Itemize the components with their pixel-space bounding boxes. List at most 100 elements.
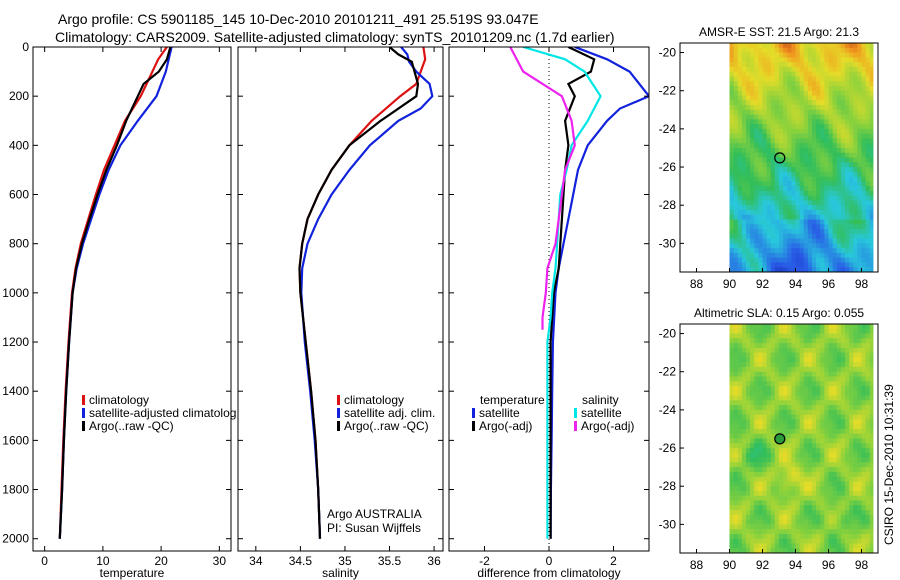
heatmap-cell (869, 128, 874, 135)
heatmap-cell (849, 100, 854, 106)
heatmap-cell (857, 505, 862, 511)
heatmap-cell (762, 57, 768, 63)
heatmap-cell (807, 486, 813, 492)
heatmap-cell (807, 371, 813, 377)
heatmap-cell (758, 452, 763, 458)
heatmap-cell (869, 328, 874, 334)
heatmap-cell (770, 467, 776, 473)
heatmap-cell (853, 190, 858, 197)
heatmap-cell (750, 333, 755, 339)
heatmap-cell (754, 428, 759, 435)
heatmap-cell (791, 529, 796, 535)
heatmap-cell (861, 505, 867, 511)
heatmap-cell (787, 205, 792, 211)
heatmap-cell (741, 538, 747, 544)
heatmap-cell (791, 138, 796, 144)
heatmap-cell (832, 467, 838, 473)
heatmap-cell (812, 533, 817, 540)
heatmap-cell (832, 243, 838, 249)
heatmap-cell (865, 328, 871, 334)
heatmap-cell (807, 90, 813, 96)
heatmap-cell (840, 505, 846, 511)
heatmap-cell (746, 543, 751, 549)
heatmap-cell (774, 366, 780, 373)
heatmap-cell (845, 119, 850, 125)
heatmap-cell (766, 467, 772, 473)
heatmap-cell (861, 262, 867, 268)
heatmap-cell (828, 476, 834, 482)
heatmap-cell (733, 366, 739, 373)
heatmap-cell (861, 162, 867, 168)
heatmap-cell (840, 238, 846, 244)
heatmap-cell (774, 333, 780, 339)
heatmap-cell (787, 233, 792, 239)
heatmap-cell (787, 71, 792, 77)
heatmap-cell (774, 505, 780, 511)
heatmap-cell (746, 119, 751, 125)
heatmap-cell (758, 57, 763, 63)
heatmap-cell (795, 152, 801, 158)
heatmap-cell (836, 352, 842, 358)
heatmap-cell (741, 452, 747, 458)
heatmap-cell (824, 519, 829, 525)
heatmap-cell (853, 371, 858, 377)
heatmap-cell (766, 71, 772, 77)
heatmap-cell (733, 476, 739, 482)
heatmap-cell (791, 519, 796, 525)
heatmap-cell (737, 162, 743, 168)
heatmap-cell (840, 224, 846, 230)
heatmap-cell (799, 352, 805, 358)
heatmap-cell (803, 262, 809, 268)
heatmap-cell (869, 333, 874, 339)
heatmap-cell (853, 100, 858, 106)
heatmap-cell (807, 409, 813, 416)
heatmap-cell (836, 452, 842, 458)
heatmap-cell (861, 157, 867, 163)
heatmap-cell (812, 152, 817, 158)
heatmap-cell (766, 229, 772, 235)
heatmap-cell (836, 252, 842, 259)
heatmap-cell (791, 157, 796, 163)
heatmap-cell (824, 52, 829, 58)
heatmap-cell (803, 186, 809, 192)
heatmap-cell (820, 214, 825, 220)
heatmap-cell (832, 76, 838, 82)
heatmap-cell (824, 81, 829, 87)
heatmap-cell (754, 143, 759, 149)
heatmap-cell (861, 433, 867, 439)
heatmap-cell (816, 57, 821, 63)
x-tick-label: 10 (96, 554, 110, 568)
heatmap-cell (729, 419, 735, 425)
heatmap-cell (832, 262, 838, 268)
heatmap-cell (840, 114, 846, 120)
heatmap-cell (853, 400, 858, 406)
heatmap-cell (828, 524, 834, 530)
heatmap-cell (770, 181, 776, 187)
heatmap-cell (807, 524, 813, 530)
heatmap-cell (836, 471, 842, 478)
heatmap-cell (758, 181, 763, 187)
heatmap-cell (865, 467, 871, 473)
heatmap-cell (869, 233, 874, 239)
heatmap-cell (857, 533, 862, 540)
heatmap-cell (832, 71, 838, 77)
heatmap-cell (824, 443, 829, 449)
heatmap-cell (836, 205, 842, 211)
heatmap-cell (807, 481, 813, 487)
heatmap-cell (861, 343, 867, 349)
heatmap-cell (737, 47, 743, 53)
heatmap-cell (865, 238, 871, 244)
heatmap-cell (865, 524, 871, 530)
heatmap-cell (770, 257, 776, 263)
heatmap-cell (807, 362, 813, 368)
heatmap-cell (861, 405, 867, 411)
heatmap-cell (762, 90, 768, 96)
heatmap-cell (741, 471, 747, 478)
x-tick-label: 34.5 (289, 554, 313, 568)
heatmap-cell (824, 267, 829, 273)
heatmap-cell (865, 452, 871, 458)
heatmap-cell (865, 66, 871, 73)
heatmap-cell (766, 257, 772, 263)
heatmap-cell (791, 471, 796, 478)
heatmap-cell (853, 376, 858, 382)
